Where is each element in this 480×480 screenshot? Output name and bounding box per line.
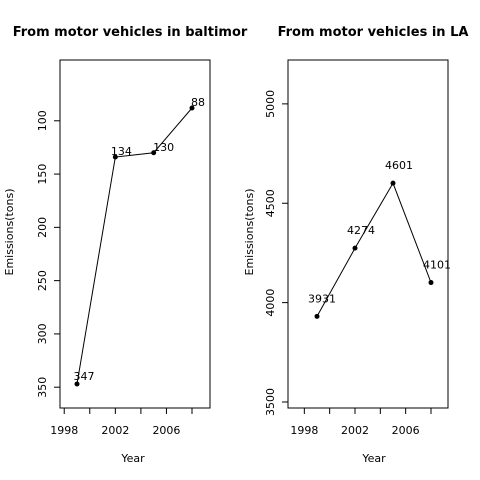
- la-x-ticks: 1998 2002 2006: [290, 408, 432, 437]
- la-y-tick-label: 4500: [264, 189, 277, 217]
- baltimore-y-tick-label: 150: [36, 164, 49, 185]
- la-data-point: [352, 245, 358, 251]
- baltimore-series-line: [76, 107, 193, 385]
- baltimore-x-tick-label: 1998: [50, 424, 78, 437]
- la-y-axis-label: Emissions(tons): [243, 188, 256, 275]
- baltimore-x-tick-label: 2006: [152, 424, 180, 437]
- la-data-point: [314, 313, 320, 319]
- la-data-label: 3931: [308, 292, 336, 305]
- la-data-label: 4601: [385, 159, 413, 172]
- baltimore-y-ticks: 100 150 200 250 300 350: [36, 110, 60, 398]
- baltimore-y-tick-label: 200: [36, 217, 49, 238]
- la-x-tick-label: 2006: [392, 424, 420, 437]
- baltimore-y-tick-label: 300: [36, 323, 49, 344]
- baltimore-y-tick-label: 100: [36, 110, 49, 131]
- baltimore-x-tick-label: 2002: [101, 424, 129, 437]
- baltimore-data-label: 130: [153, 141, 174, 154]
- la-data-point: [390, 180, 396, 186]
- la-chart-title: From motor vehicles in LA: [278, 25, 469, 40]
- baltimore-x-axis-label: Year: [120, 452, 145, 465]
- baltimore-data-point: [189, 105, 195, 111]
- baltimore-y-tick-label: 350: [36, 377, 49, 398]
- la-x-tick-label: 2002: [341, 424, 369, 437]
- la-y-ticks: 3500 4000 4500 5000: [264, 90, 288, 416]
- baltimore-y-tick-label: 250: [36, 270, 49, 291]
- la-panel: From motor vehicles in LA Year Emissions…: [243, 25, 468, 465]
- baltimore-series: 347 134 130 88: [74, 96, 205, 387]
- la-data-point: [428, 280, 434, 286]
- baltimore-data-point: [151, 150, 157, 156]
- baltimore-y-axis-label: Emissions(tons): [3, 188, 16, 275]
- baltimore-plot-frame: [59, 59, 211, 409]
- baltimore-data-label: 347: [74, 370, 95, 383]
- la-x-axis-label: Year: [361, 452, 386, 465]
- la-series: 3931 4274 4601 4101: [308, 159, 451, 319]
- baltimore-panel: From motor vehicles in baltimor Year Emi…: [3, 25, 248, 465]
- la-x-tick-label: 1998: [290, 424, 318, 437]
- baltimore-data-label: 134: [111, 145, 132, 158]
- la-y-tick-label: 4000: [264, 289, 277, 317]
- la-plot-frame: [287, 59, 449, 409]
- baltimore-data-label: 88: [191, 96, 205, 109]
- la-data-label: 4101: [423, 259, 451, 272]
- la-y-tick-label: 5000: [264, 90, 277, 118]
- la-series-line: [316, 182, 432, 317]
- baltimore-chart-title: From motor vehicles in baltimor: [13, 25, 248, 40]
- la-y-tick-label: 3500: [264, 388, 277, 416]
- baltimore-x-ticks: 1998 2002 2006: [50, 408, 193, 437]
- baltimore-data-point: [74, 381, 80, 387]
- baltimore-data-point: [112, 154, 118, 160]
- la-data-label: 4274: [347, 224, 375, 237]
